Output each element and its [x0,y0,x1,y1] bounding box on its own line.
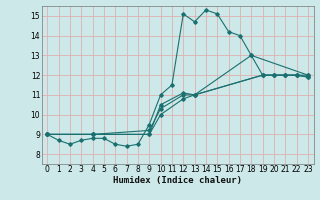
X-axis label: Humidex (Indice chaleur): Humidex (Indice chaleur) [113,176,242,185]
